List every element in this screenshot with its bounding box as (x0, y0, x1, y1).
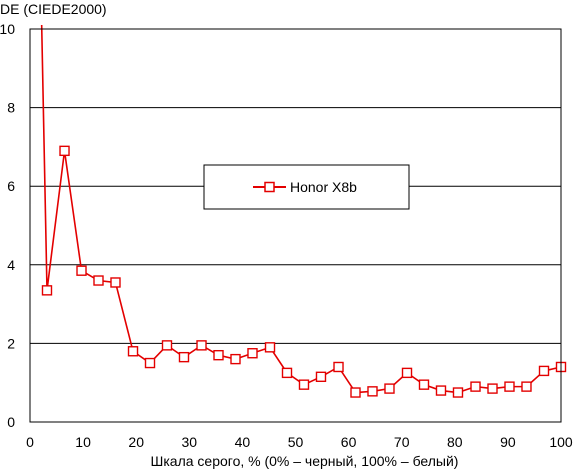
data-point (161, 340, 173, 351)
y-tick-labels: 0 2 4 6 8 10 (0, 21, 15, 430)
x-tick-label: 50 (288, 434, 304, 450)
y-tick-label: 4 (7, 257, 15, 273)
y-tick-label: 10 (0, 21, 15, 37)
y-tick-label: 0 (7, 414, 15, 430)
data-point (350, 387, 361, 398)
data-point (264, 342, 276, 353)
data-point (247, 348, 258, 359)
legend-box (203, 164, 410, 210)
data-point (367, 386, 378, 397)
x-tick-label: 20 (128, 434, 144, 450)
data-point (401, 367, 413, 379)
data-point (110, 277, 121, 288)
data-point (470, 381, 481, 392)
x-tick-label: 90 (500, 434, 516, 450)
data-point (418, 379, 430, 390)
data-point (76, 265, 87, 276)
y-tick-label: 8 (7, 100, 15, 116)
y-tick-label: 6 (7, 178, 15, 194)
data-point (144, 357, 156, 369)
data-point (41, 285, 53, 296)
legend-marker-sample (264, 181, 275, 193)
data-point (315, 371, 327, 383)
data-point (230, 353, 241, 365)
data-point (504, 381, 515, 392)
series-honor-x8b (40, 24, 567, 398)
data-point (196, 340, 207, 351)
y-tick-label: 2 (7, 335, 15, 351)
plot-frame (29, 28, 562, 423)
data-point (487, 383, 498, 394)
x-tick-label: 0 (26, 434, 34, 450)
data-point (213, 349, 224, 361)
data-point (59, 145, 70, 157)
data-point (521, 381, 532, 392)
data-point (333, 361, 344, 373)
data-point (538, 365, 550, 377)
x-tick-label: 70 (394, 434, 410, 450)
x-tick-label: 10 (75, 434, 91, 450)
legend: Honor X8b (203, 164, 410, 210)
x-tick-labels: 0 10 20 30 40 50 60 70 80 90 100 (26, 434, 573, 450)
data-point (384, 383, 395, 394)
x-axis-title: Шкала серого, % (0% – черный, 100% – бел… (151, 453, 459, 469)
data-point (127, 346, 139, 357)
data-point (93, 275, 104, 286)
data-point (281, 367, 293, 379)
data-point (298, 379, 310, 390)
y-axis-title: DE (CIEDE2000) (0, 1, 107, 17)
legend-label: Honor X8b (290, 179, 357, 195)
data-point (452, 387, 464, 398)
x-tick-label: 60 (341, 434, 357, 450)
x-tick-label: 30 (182, 434, 198, 450)
data-point (435, 385, 447, 396)
x-tick-label: 100 (549, 434, 573, 450)
x-tick-label: 80 (447, 434, 463, 450)
data-point (178, 351, 190, 363)
grid-lines (30, 107, 561, 344)
x-tick-label: 40 (235, 434, 251, 450)
